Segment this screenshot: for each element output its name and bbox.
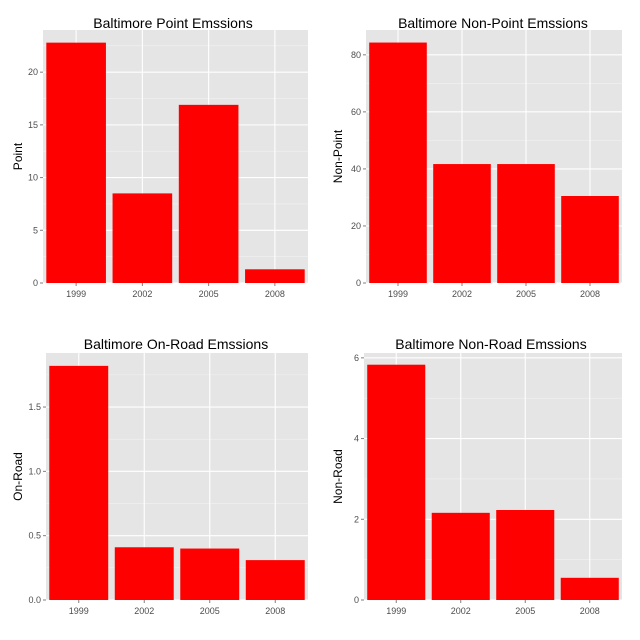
bar-2005 [497,164,555,283]
y-tick-label: 0 [354,595,359,605]
x-tick-label: 1999 [69,606,89,616]
bar-1999 [369,42,427,283]
y-tick-label: 0.0 [28,595,41,605]
x-tick-label: 2008 [580,289,600,299]
bar-2005 [178,104,239,284]
x-tick-label: 2002 [452,289,472,299]
y-tick-label: 6 [354,353,359,363]
chart-panel-4: 0 2 4 6 1999 2002 2005 2008 Baltimore Non-Road E… [331,336,622,616]
x-tick-label: 2008 [580,606,600,616]
y-tick-label: 0.5 [28,531,41,541]
y-tick-label: 5 [33,225,38,235]
y-tick-label: 4 [354,434,359,444]
bar-2008 [245,560,305,600]
y-axis-label: Point [11,142,25,170]
x-tick-label: 2005 [200,606,220,616]
chart-title: Baltimore Non-Road Emssions [395,336,586,352]
x-tick-label: 2008 [265,606,285,616]
x-tick-label: 1999 [66,289,86,299]
y-tick-label: 2 [354,514,359,524]
y-tick-label: 0 [356,278,361,288]
x-tick-label: 2002 [134,606,154,616]
bar-1999 [49,365,109,600]
x-tick-label: 1999 [386,606,406,616]
bar-2005 [180,548,240,600]
bar-2008 [561,196,619,283]
chart-title: Baltimore Non-Point Emssions [398,15,588,31]
x-tick-label: 2008 [265,289,285,299]
y-tick-label: 20 [28,67,38,77]
x-tick-label: 1999 [388,289,408,299]
bar-2002 [433,164,491,283]
bar-1999 [367,364,426,600]
chart-panel-2: 0 20 40 60 80 1999 2002 2005 2008 Baltimore Non-P… [331,15,622,299]
y-tick-label: 20 [351,221,361,231]
y-axis-label: Non-Road [331,449,345,504]
chart-title: Baltimore On-Road Emssions [84,336,268,352]
y-tick-label: 1.5 [28,402,41,412]
chart-panel-1: 0 5 10 15 20 1999 2002 2005 2008 Baltimore Point … [11,15,308,299]
y-axis-label: On-Road [11,452,25,501]
bar-2008 [560,577,619,600]
bar-2002 [112,193,173,283]
y-tick-label: 15 [28,120,38,130]
chart-title: Baltimore Point Emssions [93,15,253,31]
x-tick-label: 2002 [132,289,152,299]
y-tick-label: 40 [351,164,361,174]
y-tick-label: 1.0 [28,466,41,476]
bar-2005 [496,509,555,600]
x-tick-label: 2005 [516,289,536,299]
bar-2008 [245,269,305,283]
x-tick-label: 2002 [451,606,471,616]
x-tick-label: 2005 [199,289,219,299]
bar-2002 [431,512,490,600]
chart-panel-3: 0.0 0.5 1.0 1.5 1999 2002 2005 2008 Baltimore On… [11,336,308,616]
y-tick-label: 0 [33,278,38,288]
y-tick-label: 10 [28,173,38,183]
y-tick-label: 60 [351,107,361,117]
x-tick-label: 2005 [515,606,535,616]
y-axis-label: Non-Point [331,129,345,183]
bar-2002 [114,547,174,600]
y-tick-label: 80 [351,50,361,60]
bar-1999 [46,42,106,284]
